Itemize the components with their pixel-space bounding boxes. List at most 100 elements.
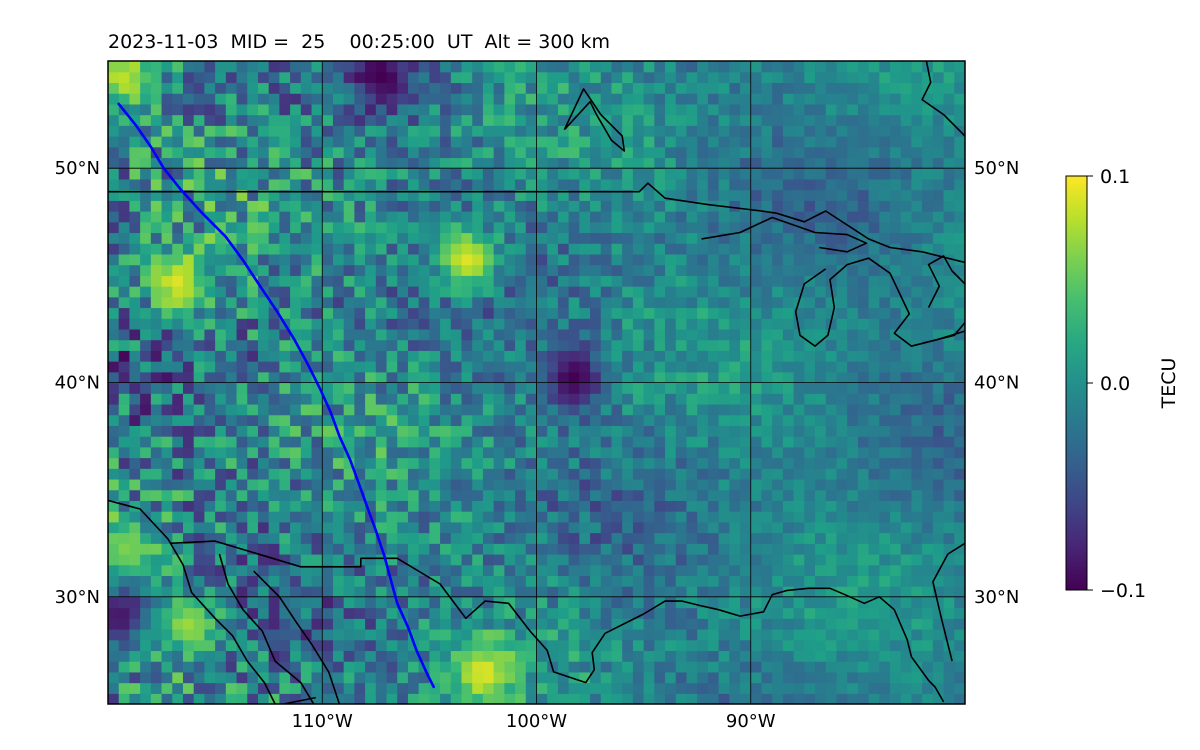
heat-cell	[911, 650, 923, 662]
heat-cell	[857, 521, 870, 534]
heat-cell	[150, 393, 163, 405]
heat-cell	[204, 82, 216, 94]
heat-cell	[172, 553, 184, 566]
heat-cell	[268, 318, 280, 330]
heat-cell	[311, 71, 323, 84]
heat-cell	[493, 275, 505, 287]
heat-cell	[825, 478, 838, 491]
heat-cell	[547, 307, 559, 319]
heat-cell	[290, 146, 302, 159]
heat-cell	[879, 457, 891, 469]
heat-cell	[375, 511, 388, 523]
heat-cell	[718, 189, 730, 201]
heat-cell	[815, 264, 827, 276]
heat-cell	[772, 275, 784, 287]
heat-cell	[279, 607, 291, 619]
heat-cell	[675, 575, 688, 587]
heat-cell	[375, 232, 388, 244]
heat-cell	[557, 82, 570, 94]
heat-cell	[675, 328, 688, 341]
heat-cell	[397, 628, 409, 641]
heat-cell	[622, 468, 634, 480]
heat-cell	[782, 393, 795, 405]
heat-cell	[332, 211, 345, 223]
heat-cell	[932, 93, 945, 105]
heat-cell	[600, 628, 613, 641]
heat-cell	[354, 564, 366, 576]
heat-cell	[611, 661, 623, 673]
heat-cell	[911, 157, 923, 169]
heat-cell	[279, 596, 291, 609]
heat-cell	[204, 393, 216, 405]
heat-cell	[204, 136, 216, 148]
heat-cell	[772, 243, 784, 255]
heat-cell	[954, 575, 965, 587]
heat-cell	[857, 553, 870, 566]
heat-cell	[418, 500, 430, 512]
heat-cell	[890, 586, 902, 598]
heat-cell	[879, 350, 891, 362]
heat-cell	[150, 436, 163, 448]
heat-cell	[686, 489, 698, 501]
heat-cell	[600, 253, 613, 266]
heat-cell	[440, 82, 452, 94]
heat-cell	[525, 468, 538, 480]
heat-cell	[172, 339, 184, 351]
heat-cell	[150, 232, 163, 244]
heat-cell	[697, 243, 709, 255]
heat-cell	[632, 575, 645, 587]
heat-cell	[172, 650, 184, 662]
heat-cell	[161, 136, 173, 148]
heat-cell	[793, 607, 805, 619]
heat-cell	[622, 146, 634, 159]
heat-cell	[140, 511, 152, 523]
heat-cell	[311, 607, 323, 619]
heat-cell	[568, 403, 580, 416]
heat-cell	[461, 682, 473, 694]
heat-cell	[611, 521, 623, 534]
heat-cell	[129, 661, 141, 673]
heat-cell	[140, 639, 152, 652]
heat-cell	[772, 286, 784, 298]
heat-cell	[890, 125, 902, 137]
heat-cell	[536, 618, 548, 630]
heat-cell	[515, 157, 527, 169]
heat-cell	[472, 275, 484, 287]
heat-cell	[750, 243, 763, 255]
heat-cell	[118, 564, 131, 576]
heat-cell	[450, 253, 463, 266]
heat-cell	[654, 71, 666, 84]
heat-cell	[515, 446, 527, 459]
heat-cell	[397, 414, 409, 426]
heat-cell	[740, 511, 752, 523]
heat-cell	[504, 457, 516, 469]
heat-cell	[622, 114, 634, 126]
heat-cell	[665, 350, 677, 362]
heat-cell	[568, 125, 580, 137]
heat-cell	[890, 264, 902, 276]
heat-cell	[847, 586, 859, 598]
heat-cell	[215, 264, 227, 276]
heat-cell	[879, 146, 891, 159]
heat-cell	[354, 318, 366, 330]
heat-cell	[868, 253, 880, 266]
heat-cell	[193, 575, 206, 587]
heat-cell	[236, 114, 248, 126]
heat-cell	[504, 425, 516, 437]
heat-cell	[386, 232, 398, 244]
heat-cell	[204, 446, 216, 459]
heat-cell	[557, 328, 570, 341]
heat-cell	[911, 596, 923, 609]
heat-cell	[161, 414, 173, 426]
heat-cell	[772, 639, 784, 652]
heat-cell	[622, 628, 634, 641]
heat-cell	[804, 403, 816, 416]
heat-cell	[461, 436, 473, 448]
heat-cell	[686, 211, 698, 223]
heat-cell	[632, 114, 645, 126]
heat-cell	[504, 650, 516, 662]
heat-cell	[825, 543, 838, 555]
heat-cell	[911, 82, 923, 94]
heat-cell	[611, 639, 623, 652]
heat-cell	[365, 468, 377, 480]
